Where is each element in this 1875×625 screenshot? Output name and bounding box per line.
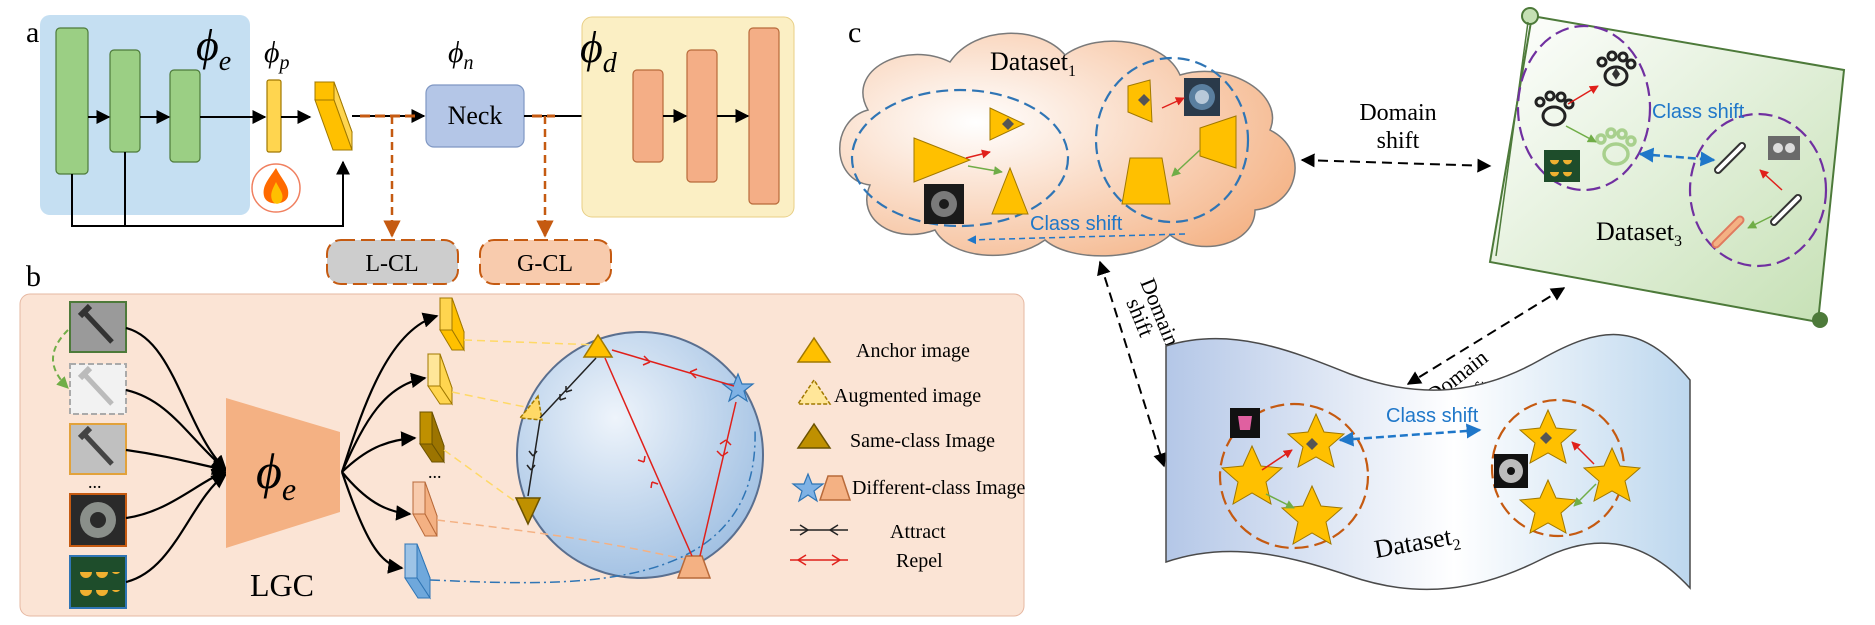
feature-bar-augmented — [427, 353, 453, 406]
legend-attract-icon — [790, 524, 848, 536]
dataset1-cluster-b — [1094, 56, 1250, 224]
legend-different-label: Different-class Image — [852, 477, 1026, 499]
feature-bar-different-blue — [404, 543, 431, 600]
decoder-block-1 — [632, 69, 664, 163]
legend-different-star-swatch — [791, 472, 825, 503]
legend-repel-label: Repel — [896, 550, 943, 572]
ellipsis-mid: ... — [428, 462, 442, 482]
class-shift-label-3: Class shift — [1652, 101, 1745, 123]
panel-b-label: b — [26, 260, 41, 293]
legend-anchor-label: Anchor image — [856, 340, 970, 362]
dataset2-cluster-a — [1218, 402, 1370, 550]
paw-icon-3 — [1595, 127, 1637, 166]
thumb-pill-tray — [69, 555, 127, 609]
dataset1-thumb-pill — [1184, 78, 1220, 116]
thumb-screw-augmented — [69, 363, 127, 415]
encoder-block-3 — [169, 69, 201, 163]
ellipsis-left: ... — [88, 472, 102, 492]
dataset3-scroll — [1488, 7, 1846, 328]
bone-icon-1 — [1714, 142, 1746, 174]
encoder-block-1 — [55, 27, 89, 175]
dataset3-cluster-b — [1688, 112, 1828, 268]
dataset2-thumb-cup — [1230, 408, 1260, 438]
sphere-augmented-point — [518, 394, 543, 421]
legend-different-trapezoid-swatch — [818, 475, 852, 501]
panel-b: b ... — [19, 260, 1026, 617]
sphere-different-trapezoid — [676, 555, 712, 579]
bone-icon-3 — [1711, 215, 1745, 249]
neck-symbol: ϕn — [448, 36, 474, 74]
gcl-box — [479, 239, 612, 285]
flame-icon — [251, 163, 301, 213]
legend: Anchor image Augmented image Same-class … — [790, 336, 1026, 572]
lcl-label: L-CL — [365, 251, 418, 277]
legend-repel-icon — [790, 554, 848, 566]
class-shift-label-1: Class shift — [1030, 213, 1123, 235]
encoder-block-2 — [109, 49, 141, 153]
encoder-background — [40, 15, 250, 215]
panel-a: a ϕe ϕp ϕn Neck — [26, 15, 795, 285]
dataset1-thumb-nut — [924, 184, 964, 224]
thumb-screw-anchor — [69, 301, 127, 353]
bone-icon-2 — [1770, 194, 1802, 226]
lgc-label: LGC — [250, 567, 314, 603]
dataset1-cluster-a — [850, 88, 1070, 228]
panel-c-label: c — [848, 16, 861, 49]
dataset3-thumb-pill-tray — [1544, 150, 1580, 182]
paw-icon-1 — [1534, 90, 1575, 127]
encoder-symbol: ϕe — [196, 21, 231, 77]
domain-shift-top-line1: Domain — [1359, 100, 1436, 126]
dataset1-label: Dataset1 — [990, 47, 1076, 80]
paw-icon-2 — [1596, 50, 1637, 87]
decoder-symbol: ϕd — [580, 23, 618, 79]
panel-a-label: a — [26, 16, 39, 49]
lgc-encoder — [226, 398, 340, 548]
feature-bar-yellow — [314, 81, 353, 151]
sphere-anchor-point — [582, 333, 614, 358]
feature-bar-different-orange — [412, 481, 438, 537]
panel-c: c Dataset1 Class shift Do — [839, 7, 1846, 591]
prompt-symbol: ϕp — [264, 36, 290, 74]
dataset3-thumb-pill-blister — [1768, 136, 1800, 160]
feature-bar-anchor — [439, 297, 465, 352]
class-shift-label-2: Class shift — [1386, 405, 1479, 427]
sphere-same-class-point — [514, 497, 542, 526]
legend-anchor-swatch — [796, 336, 832, 363]
decoder-block-2 — [686, 49, 718, 183]
legend-same-class-label: Same-class Image — [850, 430, 995, 452]
feature-bar-same-class — [419, 411, 445, 464]
dataset3-label: Dataset3 — [1596, 217, 1682, 250]
domain-shift-top-line2: shift — [1377, 128, 1420, 154]
legend-attract-label: Attract — [890, 521, 946, 543]
prompt-block — [266, 79, 282, 153]
embedding-sphere — [516, 331, 764, 579]
lcl-box — [326, 239, 459, 285]
dataset3-cluster-a — [1516, 24, 1652, 192]
legend-augmented-swatch — [796, 378, 832, 405]
gcl-label: G-CL — [517, 251, 573, 277]
thumb-metal-nut — [69, 493, 127, 547]
dataset2-thumb-washer — [1494, 454, 1528, 488]
neck-label: Neck — [448, 101, 503, 130]
lgc-encoder-symbol: ϕe — [256, 443, 296, 507]
legend-same-class-swatch — [796, 422, 832, 449]
decoder-block-3 — [748, 27, 780, 205]
legend-augmented-label: Augmented image — [834, 385, 981, 407]
thumb-screw-same-class — [69, 423, 127, 475]
